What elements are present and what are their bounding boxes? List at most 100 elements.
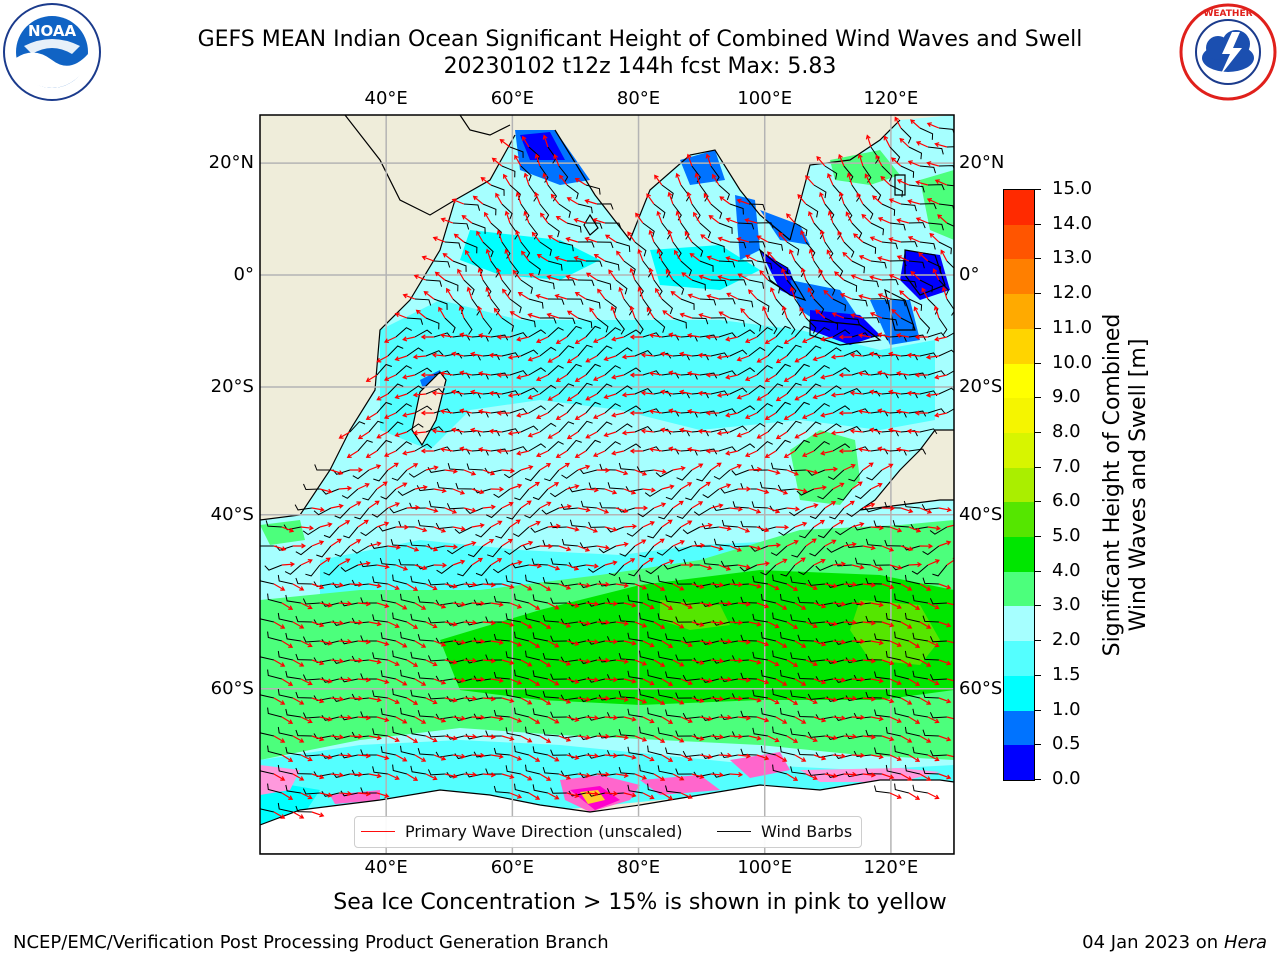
wind-barb xyxy=(813,260,823,278)
wind-barb xyxy=(938,165,954,170)
wave-direction-arrow xyxy=(775,602,788,610)
wave-direction-arrow xyxy=(938,621,952,628)
wave-direction-arrow xyxy=(459,446,473,452)
wave-direction-arrow xyxy=(368,735,382,741)
wave-direction-arrow xyxy=(273,545,287,552)
wind-barb xyxy=(929,526,948,535)
wave-direction-arrow xyxy=(805,659,818,666)
wave-direction-arrow xyxy=(584,198,598,205)
wave-direction-arrow xyxy=(678,389,693,395)
wave-direction-arrow xyxy=(900,583,913,591)
wind-barb xyxy=(267,593,283,604)
wave-direction-arrow xyxy=(496,229,503,243)
wind-barb xyxy=(501,203,513,220)
wind-barb xyxy=(760,564,777,576)
wave-direction-arrow xyxy=(857,409,871,415)
wave-direction-arrow xyxy=(756,355,769,363)
wave-direction-arrow xyxy=(824,735,838,741)
wind-barb xyxy=(775,363,791,376)
wave-direction-arrow xyxy=(737,715,751,721)
wave-direction-arrow xyxy=(744,374,758,382)
wave-direction-arrow xyxy=(300,525,314,531)
wave-direction-arrow xyxy=(706,294,720,300)
wind-barb xyxy=(779,669,796,680)
wave-direction-arrow xyxy=(463,696,478,702)
wind-barb xyxy=(544,469,560,482)
wave-direction-arrow xyxy=(832,715,846,721)
wind-barb xyxy=(618,576,635,585)
wind-barb xyxy=(710,317,728,324)
wind-barb xyxy=(693,733,711,740)
wind-barb xyxy=(509,370,528,376)
wind-barb xyxy=(720,752,738,759)
wave-direction-arrow xyxy=(889,754,902,761)
wave-direction-arrow xyxy=(820,450,834,456)
wave-direction-arrow xyxy=(349,581,364,588)
wave-direction-arrow xyxy=(376,678,390,685)
wind-barb xyxy=(922,545,940,556)
wave-direction-arrow xyxy=(906,352,920,358)
wave-direction-arrow xyxy=(477,447,491,453)
wind-barb xyxy=(824,317,839,330)
wave-direction-arrow xyxy=(452,526,466,532)
wind-barb xyxy=(596,203,614,210)
wave-direction-arrow xyxy=(420,410,434,416)
wave-direction-arrow xyxy=(872,195,883,205)
wind-barb xyxy=(340,790,358,797)
wave-direction-arrow xyxy=(927,792,940,800)
wind-barb xyxy=(392,612,408,623)
plot-subtitle: 20230102 t12z 144h fcst Max: 5.83 xyxy=(443,54,837,79)
lat-tick-left: 40°S xyxy=(210,503,254,525)
wave-direction-arrow xyxy=(775,431,788,440)
wind-barb xyxy=(509,408,528,414)
wave-direction-arrow xyxy=(338,791,353,797)
wind-barb xyxy=(805,383,822,395)
wave-direction-arrow xyxy=(653,773,666,781)
wave-direction-arrow xyxy=(940,249,948,262)
wave-direction-arrow xyxy=(851,676,866,683)
wind-barb xyxy=(568,790,587,797)
wave-direction-arrow xyxy=(547,754,560,762)
wave-direction-arrow xyxy=(515,191,522,205)
wave-direction-arrow xyxy=(914,410,928,416)
wind-barb xyxy=(701,523,719,530)
wind-barb xyxy=(524,507,541,519)
wind-barb xyxy=(674,545,693,552)
wave-direction-arrow xyxy=(496,267,503,281)
wave-direction-arrow xyxy=(729,464,742,471)
wave-direction-arrow xyxy=(794,716,807,724)
wind-barb xyxy=(558,345,575,357)
wave-direction-arrow xyxy=(748,545,762,551)
wave-direction-arrow xyxy=(744,218,758,224)
wave-direction-arrow xyxy=(292,659,305,667)
wave-direction-arrow xyxy=(516,374,530,380)
wave-direction-arrow xyxy=(395,564,409,571)
wind-barb xyxy=(566,363,582,376)
wind-barb xyxy=(313,657,331,664)
wave-direction-arrow xyxy=(330,538,342,547)
wind-barb xyxy=(657,727,673,737)
wave-direction-arrow xyxy=(640,390,654,396)
wave-direction-arrow xyxy=(596,695,611,702)
wind-barb xyxy=(851,298,868,307)
wave-direction-arrow xyxy=(838,334,852,340)
wave-direction-arrow xyxy=(934,336,948,342)
wave-direction-arrow xyxy=(799,306,807,319)
wave-direction-arrow xyxy=(896,255,910,262)
wave-direction-arrow xyxy=(477,305,484,319)
wind-barb xyxy=(285,594,301,604)
wind-barb xyxy=(475,526,492,538)
wind-barb xyxy=(416,485,434,492)
wind-barb xyxy=(493,633,510,642)
wind-barb xyxy=(756,260,773,270)
wave-direction-arrow xyxy=(471,752,486,759)
wind-barb xyxy=(827,469,845,480)
wave-direction-arrow xyxy=(566,716,580,722)
wave-direction-arrow xyxy=(463,734,478,740)
legend-swatch-barbs xyxy=(717,831,751,832)
wave-direction-arrow xyxy=(463,658,478,664)
wave-direction-arrow xyxy=(870,754,884,760)
wave-direction-arrow xyxy=(919,697,932,705)
wind-barb xyxy=(731,469,750,476)
wave-direction-arrow xyxy=(938,659,952,666)
